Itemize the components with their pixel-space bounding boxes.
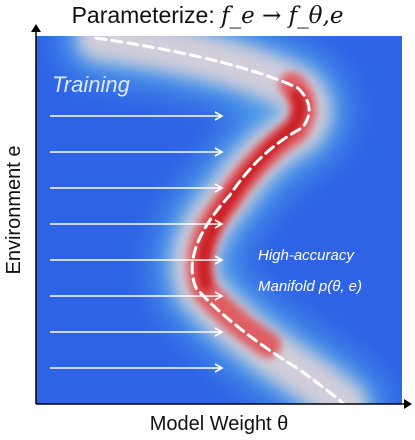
- manifold-label-line2: Manifold p(θ, e): [258, 278, 362, 295]
- x-axis-arrowhead-icon: [404, 399, 412, 409]
- y-axis-label: Environment e: [3, 146, 25, 275]
- manifold-label-line1: High-accuracy: [258, 247, 355, 264]
- accuracy-heatmap: [61, 36, 384, 404]
- training-label: Training: [52, 72, 131, 97]
- training-arrows: [50, 111, 224, 373]
- title: Parameterize: f_e → f_θ,e: [0, 2, 415, 29]
- x-axis-label: Model Weight θ: [150, 413, 289, 435]
- y-axis-arrowhead-icon: [31, 24, 41, 32]
- title-formula: f_e → f_θ,e: [221, 3, 344, 29]
- manifold-curve: [94, 36, 346, 404]
- title-prefix: Parameterize:: [71, 2, 222, 28]
